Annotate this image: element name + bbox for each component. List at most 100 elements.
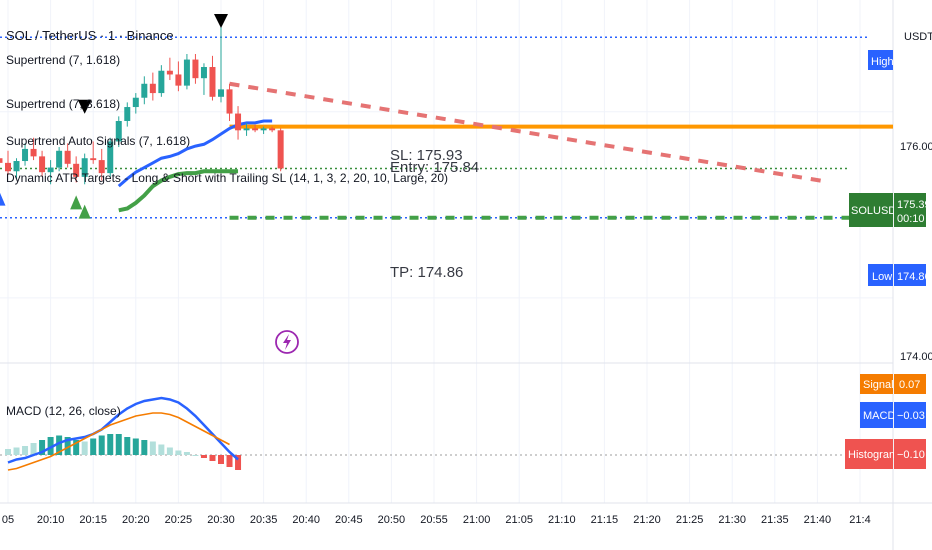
candle-body (235, 113, 242, 131)
time-tick-label: 21:30 (718, 514, 746, 526)
time-tick-label: 21:40 (804, 514, 832, 526)
macd-line (7, 396, 239, 464)
trailing-sl-line (229, 81, 827, 184)
histogram-bar (56, 435, 63, 455)
histogram-bar (158, 444, 165, 455)
histogram-bar (200, 455, 207, 458)
time-tick-label: 21:00 (463, 514, 491, 526)
price-tick-176: 176.00 (900, 141, 932, 153)
histogram-bar (235, 455, 242, 470)
candle-body (56, 150, 63, 168)
indicator-label-atr-targets[interactable]: Dynamic ATR Targets - Long & Short with … (6, 171, 448, 185)
time-tick-label: 20:15 (79, 514, 107, 526)
symbol-price-badge: SOLUSDT 175.39 00:10 (849, 193, 931, 227)
candle-body (260, 128, 267, 131)
low-badge: Low 174.86 (868, 264, 931, 286)
histogram-bar (218, 455, 224, 464)
svg-text:174.86: 174.86 (897, 271, 931, 283)
price-tick-174: 174.00 (900, 351, 932, 363)
macd-pane[interactable] (0, 396, 893, 471)
buy-signal-marker (0, 192, 6, 206)
svg-text:−0.10: −0.10 (897, 449, 925, 461)
svg-text:00:10: 00:10 (897, 213, 925, 225)
candle-body (90, 158, 97, 161)
candle-body (149, 83, 156, 94)
histogram-bar (107, 434, 114, 455)
histogram-badge: Histogram −0.10 (845, 439, 926, 469)
candle-body (277, 130, 284, 169)
indicator-label-supertrend-fast[interactable]: Supertrend (7, 1.618) (6, 53, 120, 67)
indicator-label-supertrend-slow[interactable]: Supertrend (7, 3.618) (6, 97, 120, 111)
histogram-bar (149, 441, 156, 455)
candle-body (175, 74, 182, 86)
histogram-bar (115, 434, 122, 455)
time-tick-label: 20:25 (165, 514, 193, 526)
time-tick-label: 21:25 (676, 514, 704, 526)
signal-markers (0, 14, 228, 219)
svg-text:SOLUSDT: SOLUSDT (851, 205, 903, 217)
time-tick-label: 20:45 (335, 514, 363, 526)
candle-body (13, 161, 20, 172)
histogram-bar (5, 449, 11, 455)
time-tick-label: 20:20 (122, 514, 150, 526)
candle-body (192, 59, 199, 79)
price-axis[interactable]: USDT 176.00 174.00 (900, 31, 932, 363)
lightning-icon[interactable] (275, 330, 299, 354)
candle-body (183, 59, 190, 86)
svg-text:0.07: 0.07 (899, 379, 920, 391)
candle-body (166, 70, 173, 75)
indicator-label-auto-signals[interactable]: Supertrend Auto Signals (7, 1.618) (6, 134, 190, 148)
svg-text:175.39: 175.39 (897, 199, 931, 211)
candle-body (22, 148, 29, 162)
candle-body (124, 107, 131, 121)
histogram-bar (141, 440, 148, 455)
histogram-bar (124, 437, 131, 455)
entry-annotation: Entry: 175.84 (390, 159, 479, 176)
sl-annotation: SL: 175.93 (390, 147, 463, 164)
indicator-label-macd[interactable]: MACD (12, 26, close) (6, 404, 121, 418)
time-axis[interactable]: 05 20:10 20:15 20:20 20:25 20:30 20:35 20:40 20:… (2, 514, 871, 526)
candle-body (252, 128, 259, 131)
candle-body (64, 150, 71, 164)
time-tick-label: 21:4 (849, 514, 870, 526)
time-tick-label: 20:30 (207, 514, 235, 526)
histogram-bar (183, 452, 190, 455)
time-tick-label: 20:40 (292, 514, 320, 526)
time-tick-label: 21:35 (761, 514, 789, 526)
candle-body (47, 167, 54, 173)
candle-body (30, 148, 37, 157)
histogram-bar (175, 450, 182, 455)
tp-annotation: TP: 174.86 (390, 264, 463, 281)
histogram-bar (30, 443, 37, 455)
sell-signal-marker (214, 14, 228, 29)
buy-signal-marker (78, 204, 91, 219)
candle-body (107, 141, 114, 174)
currency-label: USDT (904, 31, 932, 43)
time-tick-label: 20:55 (420, 514, 448, 526)
candle-body (132, 97, 139, 108)
svg-text:−0.03: −0.03 (897, 410, 925, 422)
svg-text:MACD: MACD (863, 410, 895, 422)
svg-text:Signal: Signal (863, 379, 894, 391)
candle-body (141, 83, 148, 98)
candlestick-series[interactable] (0, 26, 284, 185)
histogram-bar (13, 447, 20, 455)
time-tick-label: 05 (2, 514, 14, 526)
time-tick-label: 20:50 (378, 514, 406, 526)
histogram-bar (39, 440, 46, 455)
symbol-title[interactable]: SOL / TetherUS · 1 · Binance (6, 28, 174, 43)
candle-body (226, 89, 233, 114)
candle-body (158, 70, 165, 94)
histogram-bar (73, 440, 80, 455)
histogram-bar (192, 455, 199, 456)
histogram-bar (209, 455, 216, 461)
time-tick-label: 21:10 (548, 514, 576, 526)
macd-badge: MACD −0.03 (860, 402, 926, 428)
candle-body (209, 67, 216, 97)
svg-text:Low: Low (872, 271, 892, 283)
supertrend-slow-line (118, 169, 239, 213)
candle-body (98, 160, 105, 174)
candle-body (39, 156, 46, 173)
